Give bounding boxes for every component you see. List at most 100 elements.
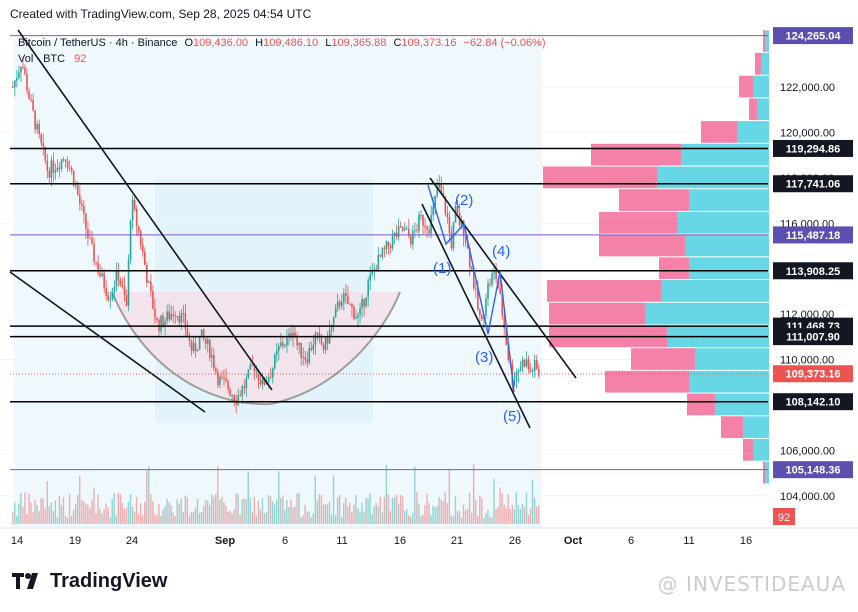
volume-bar xyxy=(296,493,298,524)
volume-profile-buy xyxy=(657,166,769,189)
candle-body xyxy=(190,340,193,351)
volume-badge-text: 92 xyxy=(778,512,790,524)
volume-bar xyxy=(135,496,138,524)
candle-body xyxy=(46,160,49,171)
volume-bar xyxy=(58,496,61,524)
candle-body xyxy=(330,324,333,330)
candle-body xyxy=(156,317,158,321)
volume-bar xyxy=(265,512,268,524)
candle-body xyxy=(192,343,195,351)
candle-body xyxy=(513,380,516,386)
channel-lower[interactable] xyxy=(421,203,531,429)
candle-body xyxy=(424,225,426,228)
volume-bar xyxy=(95,513,97,524)
price-badge-text: 108,142.10 xyxy=(785,397,840,409)
volume-bar xyxy=(359,511,361,524)
volume-profile-buy xyxy=(689,189,769,211)
volume-profile-buy xyxy=(685,234,769,257)
candle-body xyxy=(481,314,483,320)
volume-bar xyxy=(420,516,422,524)
candle-body xyxy=(54,170,57,173)
price-tick-label: 110,000.00 xyxy=(780,355,834,367)
time-tick-label: 16 xyxy=(394,535,406,547)
volume-bar xyxy=(509,509,511,524)
volume-bar xyxy=(144,501,146,524)
legend-low-label: L xyxy=(325,37,331,49)
candle-body xyxy=(353,307,355,319)
volume-legend-label: Vol · BTC xyxy=(18,53,65,65)
volume-bar xyxy=(422,514,424,524)
candle-body xyxy=(174,315,177,317)
volume-bar xyxy=(115,515,117,524)
price-badge xyxy=(773,262,853,280)
volume-badge xyxy=(773,508,795,525)
candle-body xyxy=(410,235,412,245)
volume-profile-buy xyxy=(689,257,769,280)
volume-bar xyxy=(131,506,134,524)
candle-body xyxy=(420,214,422,216)
volume-bar xyxy=(168,502,170,524)
candle-body xyxy=(470,267,473,271)
volume-bar xyxy=(460,517,463,524)
volume-bar xyxy=(276,499,278,524)
volume-bar xyxy=(206,500,209,524)
volume-bar xyxy=(249,497,251,524)
volume-bar xyxy=(377,505,379,524)
trendline-upper[interactable] xyxy=(17,29,273,391)
volume-bar xyxy=(472,463,475,524)
volume-bar xyxy=(141,515,144,524)
price-chart[interactable]: (1) (2) (3) (4) (5) 104,000.00 106,000.00… xyxy=(0,0,858,560)
volume-bar xyxy=(198,513,201,524)
volume-bar xyxy=(523,507,526,524)
volume-bar xyxy=(269,496,272,524)
time-tick-label: 14 xyxy=(11,535,23,547)
chart-legend: Bitcoin / TetherUS · 4h · Binance O109,4… xyxy=(18,37,546,49)
candle-body xyxy=(162,315,164,327)
candle-body xyxy=(127,259,130,306)
time-tick-label: Oct xyxy=(564,535,583,547)
volume-bar xyxy=(470,512,473,524)
volume-bar xyxy=(485,513,487,524)
elliott-wave-path[interactable] xyxy=(427,184,515,393)
candle-body xyxy=(164,320,166,327)
candle-body xyxy=(74,185,77,187)
tradingview-logo[interactable]: TradingView xyxy=(12,570,167,593)
volume-bar xyxy=(107,507,109,524)
volume-bar xyxy=(54,500,57,524)
time-tick-label: 6 xyxy=(282,535,288,547)
candle-body xyxy=(239,395,242,397)
candle-body xyxy=(397,226,400,237)
volume-bar xyxy=(267,495,270,524)
candle-body xyxy=(93,243,95,262)
price-axis-badges: 124,265.04 119,294.86 117,741.06 115,487.18… xyxy=(773,27,853,479)
volume-profile-sell xyxy=(763,30,765,52)
volume-bar xyxy=(202,505,205,524)
candle-body xyxy=(493,269,495,274)
volume-bar xyxy=(322,504,325,524)
time-tick-label: 21 xyxy=(451,535,463,547)
trendline-lower[interactable] xyxy=(9,271,206,413)
volume-bar xyxy=(399,494,402,524)
volume-bar xyxy=(418,503,420,524)
volume-bar xyxy=(393,497,396,524)
candle-body xyxy=(306,359,309,363)
candle-body xyxy=(519,367,522,371)
volume-bar xyxy=(46,481,48,524)
volume-bar xyxy=(391,497,394,524)
volume-bar xyxy=(280,498,282,524)
price-badge xyxy=(773,226,853,244)
candles xyxy=(12,57,540,414)
volume-bar xyxy=(150,494,152,524)
candle-body xyxy=(533,359,536,372)
time-axis-ticks[interactable]: 14 19 24 Sep 6 11 16 21 26 Oct 6 11 16 xyxy=(11,535,752,547)
price-badge-text: 115,487.18 xyxy=(786,230,840,242)
channel-upper[interactable] xyxy=(429,177,577,379)
volume-bar xyxy=(182,512,184,524)
candle-body xyxy=(36,124,38,130)
volume-bar xyxy=(428,503,430,524)
candle-body xyxy=(405,228,408,230)
volume-profile-sell xyxy=(755,52,761,75)
price-badge xyxy=(773,328,853,346)
volume-bar xyxy=(527,514,530,524)
volume-profile-buy xyxy=(715,393,769,416)
